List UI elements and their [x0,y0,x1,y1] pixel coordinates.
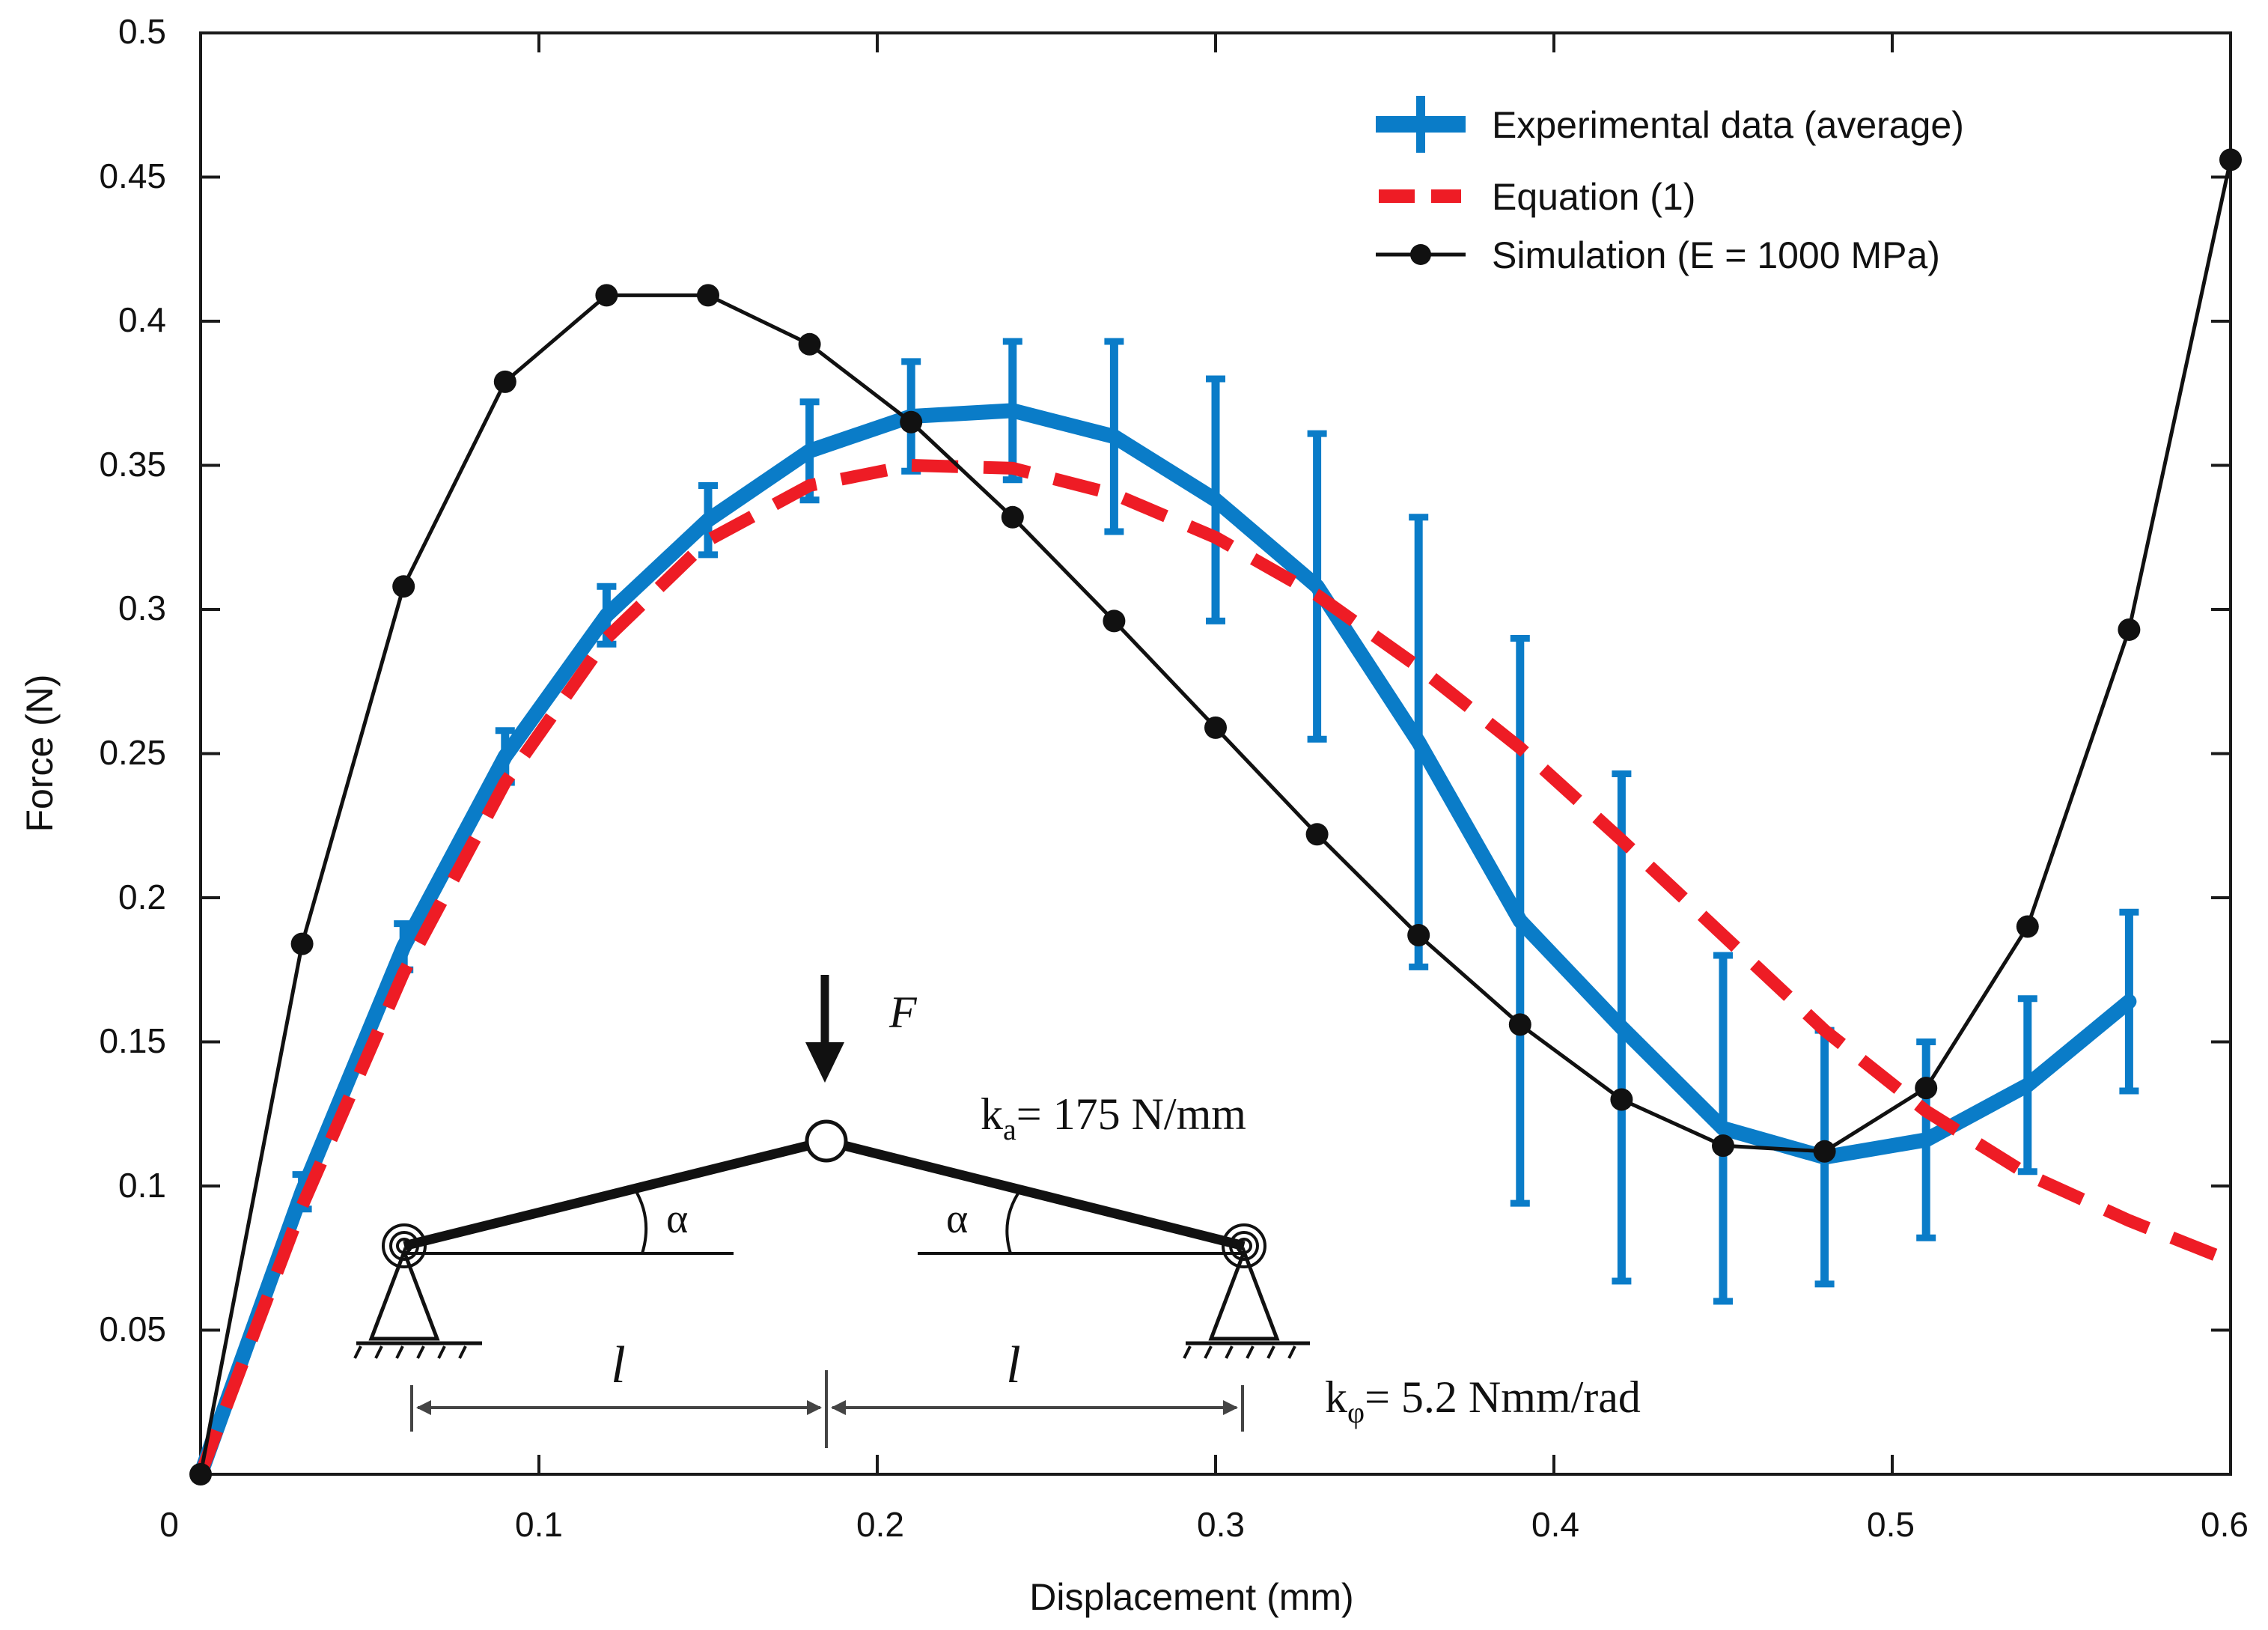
simulation-point [189,1463,212,1485]
ka-annotation: ka= 175 N/mm [981,1089,1246,1146]
series-equation [195,458,2234,1477]
left-angle-arc [633,1187,648,1254]
x-tick-label: 0.3 [1197,1505,1245,1544]
simulation-point [1508,1013,1531,1036]
series-experimental [193,338,2139,1482]
y-tick-label: 0.4 [118,300,166,339]
ka-value: = 175 N/mm [1016,1089,1246,1139]
y-tick-labels: 0.05 0.1 0.15 0.2 0.25 0.3 0.35 0.4 0.45… [99,12,166,1348]
y-tick-label: 0.25 [99,733,166,772]
experimental-line [193,403,2137,1482]
x-tick-labels: 0 0.1 0.2 0.3 0.4 0.5 0.6 [159,1505,2249,1544]
simulation-point [1712,1134,1734,1158]
x-tick-label: 0.1 [515,1505,563,1544]
x-axis-title: Displacement (mm) [1029,1576,1353,1618]
x-tick-label: 0.6 [2201,1505,2249,1544]
simulation-point [798,332,821,356]
simulation-point [1103,609,1126,633]
y-tick-label: 0.1 [118,1166,166,1205]
series-simulation [189,148,2242,1485]
y-tick-label: 0.05 [99,1310,166,1348]
y-tick-label: 0.3 [118,589,166,627]
simulation-point [697,284,719,307]
simulation-point [595,284,618,307]
simulation-point [2016,915,2039,938]
left-length-label: l [611,1336,625,1394]
right-angle-label: α [946,1196,968,1242]
simulation-point [2118,618,2141,641]
simulation-point [493,370,516,393]
simulation-point [290,932,314,955]
y-axis-title: Force (N) [19,674,61,832]
legend-label-simulation: Simulation (E = 1000 MPa) [1492,234,1940,276]
simulation-point [1204,716,1227,739]
kphi-symbol: k [1325,1372,1347,1422]
right-support [1183,1223,1310,1359]
y-tick-label: 0.2 [118,878,166,916]
left-angle-label: α [666,1196,688,1242]
y-tick-label: 0.35 [99,445,166,484]
x-tick-label: 0.2 [856,1505,904,1544]
kphi-subscript: φ [1347,1396,1365,1429]
right-link [825,1136,1246,1251]
legend: Experimental data (average) Equation (1)… [1376,96,1964,276]
simulation-point [2219,148,2242,171]
mechanism-inset: F α α [353,975,1641,1448]
legend-label-equation: Equation (1) [1492,176,1695,218]
force-label: F [888,988,918,1037]
legend-swatch-simulation-marker [1410,244,1431,265]
center-hinge [805,1119,848,1163]
kphi-value: = 5.2 Nmm/rad [1365,1372,1641,1422]
y-tick-label: 0.15 [99,1021,166,1060]
left-link [403,1136,828,1251]
simulation-point [392,575,415,598]
x-tick-label: 0 [159,1505,179,1544]
simulation-point [1610,1088,1633,1111]
simulation-point [900,410,923,434]
kphi-annotation: kφ= 5.2 Nmm/rad [1325,1372,1641,1429]
simulation-point [1407,924,1430,947]
simulation-line [198,159,2233,1475]
legend-label-experimental: Experimental data (average) [1492,104,1964,146]
axis-ticks [199,31,2232,1474]
force-arrow-head [805,1042,844,1083]
simulation-point [1001,505,1024,529]
left-support [353,1223,482,1359]
ka-subscript: a [1003,1113,1016,1146]
right-angle-arc [1005,1187,1022,1254]
x-tick-label: 0.5 [1867,1505,1915,1544]
equation-line [195,458,2234,1477]
y-tick-label: 0.5 [118,12,166,51]
simulation-point [1305,823,1329,846]
right-length-label: l [1006,1336,1020,1394]
simulation-point [1915,1077,1938,1100]
y-tick-label: 0.45 [99,156,166,195]
x-tick-label: 0.4 [1531,1505,1579,1544]
simulation-point [1813,1140,1836,1163]
ka-symbol: k [981,1089,1003,1139]
